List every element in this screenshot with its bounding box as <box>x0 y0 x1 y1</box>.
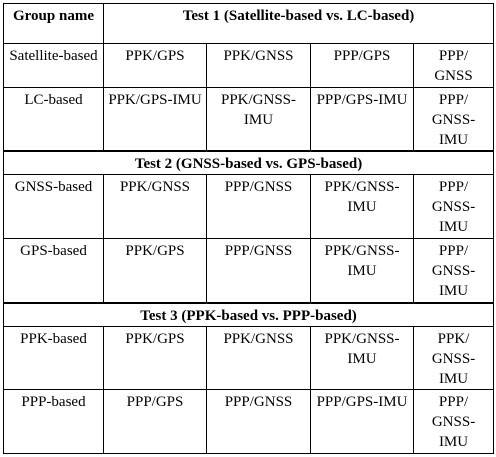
table-cell: PPP/GNSS <box>206 389 311 454</box>
group-label: PPP-based <box>3 389 104 454</box>
table-cell: PPK/GNSS-IMU <box>310 174 414 240</box>
test2-title: Test 2 (GNSS-based vs. GPS-based) <box>2 150 495 176</box>
table-row: LC-based PPK/GPS-IMU PPK/GNSS-IMU PPP/GP… <box>3 86 495 152</box>
table-cell: PPK/GPS-IMU <box>103 86 207 152</box>
table-cell: PPK/GPS <box>103 238 207 304</box>
table-cell: PPP/ GNSS <box>412 43 495 88</box>
test3-title: Test 3 (PPK-based vs. PPP-based) <box>2 301 495 327</box>
table-cell: PPK/GNSS <box>103 174 207 240</box>
table-cell: PPK/GNSS <box>206 325 311 391</box>
group-label: GPS-based <box>3 238 104 304</box>
table-cell: PPP/ GNSS-IMU <box>412 86 495 152</box>
table-row: GPS-based PPK/GPS PPP/GNSS PPK/GNSS-IMU … <box>3 238 495 304</box>
table-row: GNSS-based PPK/GNSS PPP/GNSS PPK/GNSS-IM… <box>3 174 495 240</box>
table-cell: PPP/GNSS <box>206 238 311 304</box>
test1-header-row: Group name Test 1 (Satellite-based vs. L… <box>3 2 495 45</box>
test2-header-row: Test 2 (GNSS-based vs. GPS-based) <box>2 150 495 176</box>
table-cell: PPP/ GNSS-IMU <box>412 238 495 304</box>
table-cell: PPP/ GNSS-IMU <box>412 389 495 454</box>
table-cell: PPP/GPS <box>310 43 414 88</box>
table-cell: PPP/GNSS <box>206 174 311 240</box>
table-cell: PPK/GNSS-IMU <box>206 86 311 152</box>
group-name-header: Group name <box>3 2 104 45</box>
group-label: GNSS-based <box>3 174 104 240</box>
table-cell: PPP/GPS-IMU <box>310 389 414 454</box>
test3-header-row: Test 3 (PPK-based vs. PPP-based) <box>2 301 495 327</box>
group-label: LC-based <box>3 86 104 152</box>
table-cell: PPK/GNSS-IMU <box>310 238 414 304</box>
table-cell: PPP/GPS-IMU <box>310 86 414 152</box>
table-row: Satellite-based PPK/GPS PPK/GNSS PPP/GPS… <box>3 43 495 88</box>
test1-title: Test 1 (Satellite-based vs. LC-based) <box>102 2 495 45</box>
group-label: PPK-based <box>3 325 104 391</box>
table-row: PPK-based PPK/GPS PPK/GNSS PPK/GNSS-IMU … <box>3 325 495 391</box>
table-cell: PPK/GPS <box>103 325 207 391</box>
table-cell: PPP/GPS <box>103 389 207 454</box>
group-label: Satellite-based <box>3 43 104 88</box>
table-cell: PPK/ GNSS-IMU <box>412 325 495 391</box>
table-cell: PPK/GPS <box>103 43 207 88</box>
table-cell: PPK/GNSS-IMU <box>310 325 414 391</box>
table-cell: PPK/GNSS <box>206 43 311 88</box>
table-row: PPP-based PPP/GPS PPP/GNSS PPP/GPS-IMU P… <box>3 389 495 454</box>
table-cell: PPP/ GNSS-IMU <box>412 174 495 240</box>
